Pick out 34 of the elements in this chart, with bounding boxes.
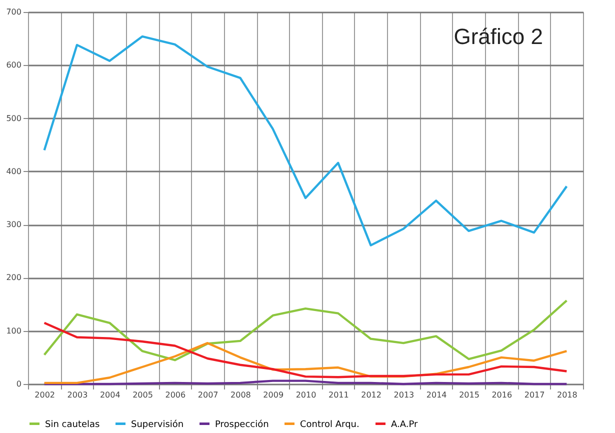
- x-tick-label: 2016: [492, 390, 512, 400]
- legend-label: Prospección: [215, 418, 269, 430]
- x-tick-label: 2008: [230, 390, 251, 400]
- line-series: [43, 299, 568, 362]
- x-tick-label: 2009: [263, 390, 284, 400]
- line-series: [43, 342, 568, 384]
- x-tick-label: 2012: [361, 390, 382, 400]
- y-tick-label: 100: [6, 326, 22, 336]
- y-tick-label: 400: [6, 166, 22, 176]
- y-tick-label: 200: [6, 273, 22, 282]
- text: Gráfico 2: [454, 24, 543, 49]
- legend-label: Sin cautelas: [45, 420, 100, 430]
- x-tick-label: 2018: [556, 390, 578, 400]
- y-tick-label: 0: [16, 380, 22, 388]
- x-tick-label: 2014: [426, 390, 447, 400]
- x-tick-label: 2013: [394, 390, 414, 400]
- x-tick-label: 2015: [459, 390, 480, 400]
- line-series: [43, 322, 568, 378]
- x-tick-label: 2011: [328, 390, 349, 400]
- y-tick-label: 500: [6, 114, 22, 123]
- x-tick-label: 2006: [165, 390, 186, 400]
- legend-label: Supervisión: [131, 418, 184, 430]
- x-tick-label: 2017: [524, 390, 545, 400]
- legend-label: Control Arqu.: [300, 420, 360, 430]
- x-tick-label: 2010: [296, 390, 316, 400]
- x-tick-label: 2003: [67, 390, 88, 400]
- x-tick-label: 2002: [34, 390, 56, 400]
- x-tick-label: 2005: [132, 390, 153, 400]
- x-tick-label: 2004: [100, 390, 120, 400]
- y-tick-label: 300: [6, 220, 22, 230]
- y-tick-label: 600: [6, 60, 22, 70]
- legend-label: A.A.Pr: [391, 420, 418, 430]
- x-tick-label: 2007: [198, 390, 218, 400]
- y-tick-label: 700: [6, 8, 22, 16]
